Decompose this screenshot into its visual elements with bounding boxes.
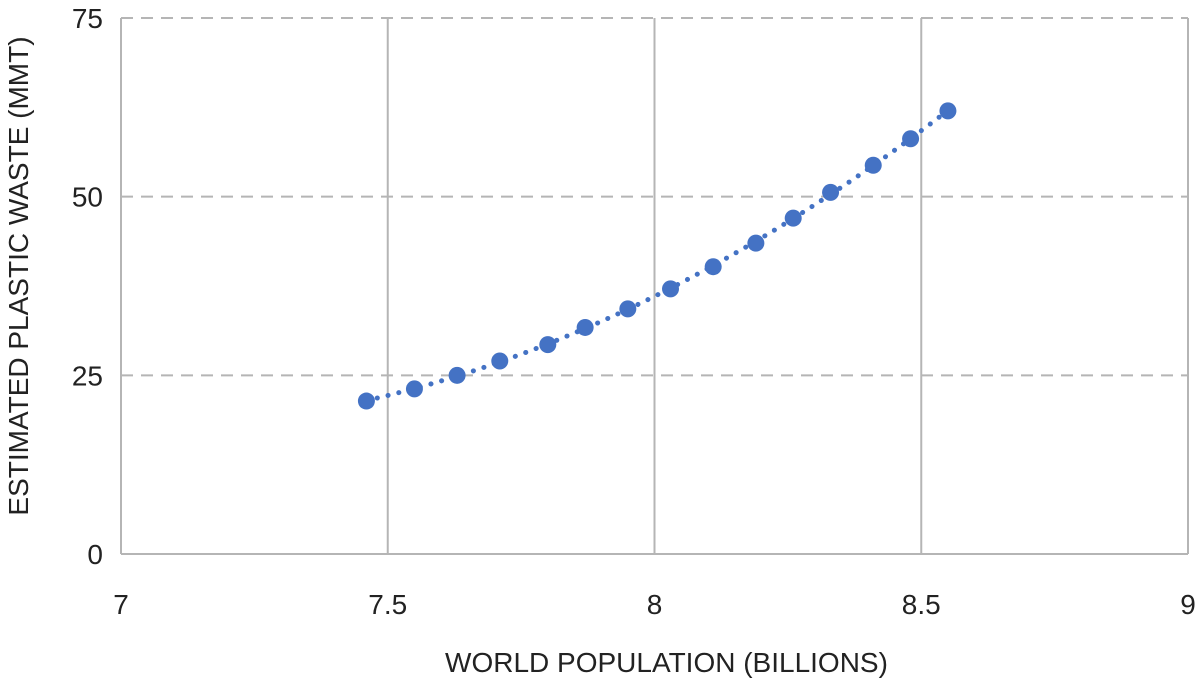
trendline-path <box>363 108 951 403</box>
data-point <box>864 156 882 174</box>
x-tick-label: 7 <box>113 589 129 620</box>
trendline <box>363 108 951 403</box>
x-axis-title: WORLD POPULATION (BILLIONS) <box>445 647 888 678</box>
data-points <box>357 102 957 410</box>
data-point <box>619 300 637 318</box>
data-point <box>539 336 557 354</box>
tick-labels: 0 25 50 75 7 7.5 8 8.5 9 <box>72 3 1196 620</box>
x-tick-label: 8 <box>647 589 663 620</box>
data-point <box>662 280 680 298</box>
data-point <box>357 392 375 410</box>
data-point <box>939 102 957 120</box>
x-tick-label: 7.5 <box>368 589 407 620</box>
data-point <box>405 380 423 398</box>
data-point <box>704 258 722 276</box>
data-point <box>784 209 802 227</box>
x-tick-label: 8.5 <box>902 589 941 620</box>
data-point <box>491 352 509 370</box>
data-point <box>576 318 594 336</box>
data-point <box>822 183 840 201</box>
axes <box>120 18 1188 555</box>
data-point <box>747 234 765 252</box>
y-tick-label: 50 <box>72 182 103 213</box>
y-tick-label: 0 <box>87 539 103 570</box>
data-point <box>448 366 466 384</box>
data-point <box>902 130 920 148</box>
x-tick-label: 9 <box>1180 589 1196 620</box>
y-axis-title: ESTIMATED PLASTIC WASTE (MMT) <box>3 36 34 515</box>
y-tick-label: 25 <box>72 360 103 391</box>
y-tick-label: 75 <box>72 3 103 34</box>
grid-lines <box>121 17 1189 554</box>
